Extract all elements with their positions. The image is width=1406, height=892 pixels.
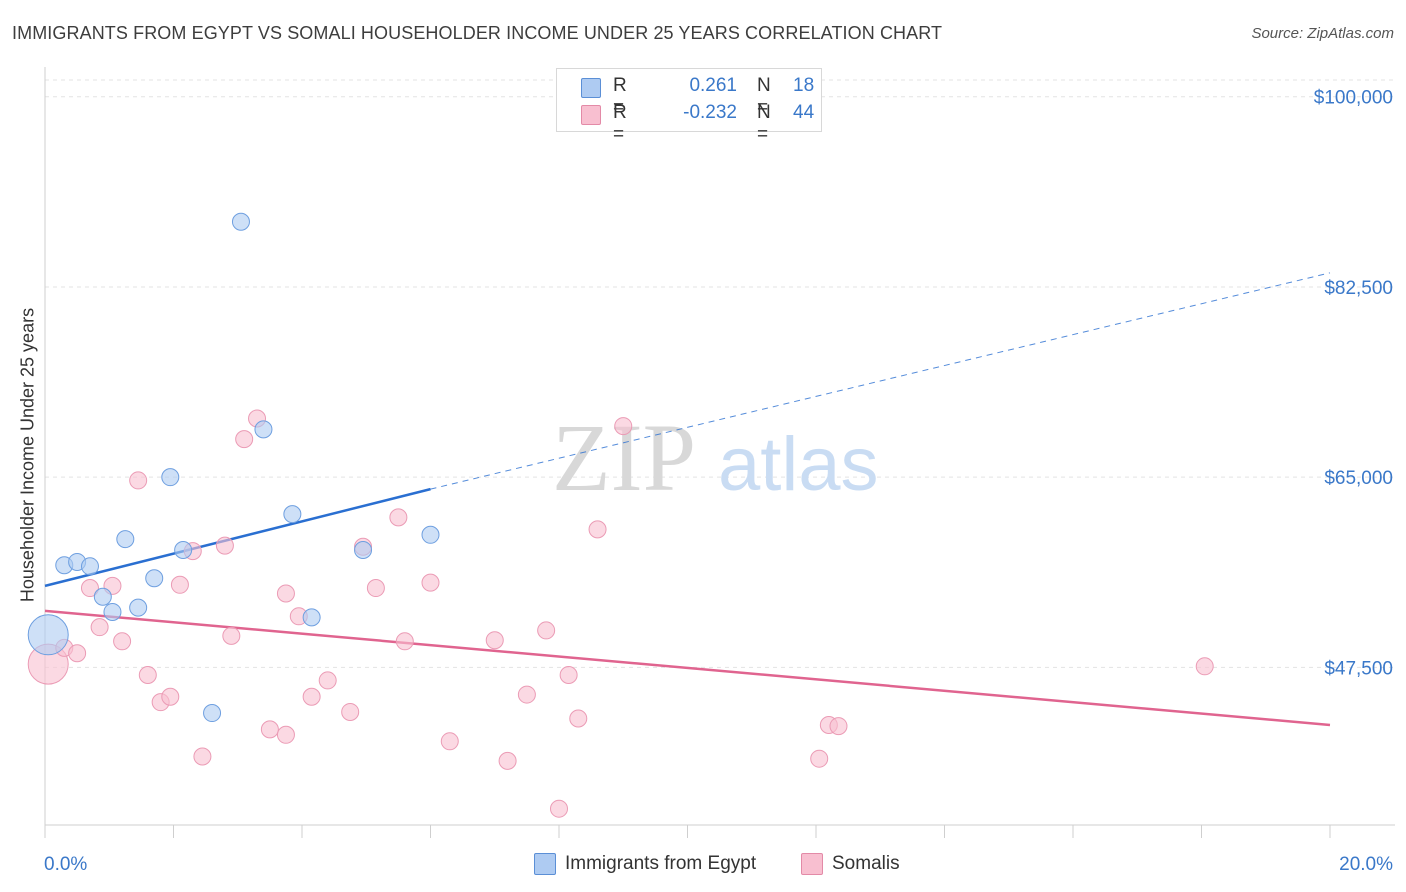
- r-label: R =: [613, 75, 627, 118]
- egypt-point: [129, 598, 148, 617]
- egypt-point: [254, 420, 273, 439]
- n-label: N =: [757, 75, 771, 118]
- data-points: [27, 212, 1214, 818]
- somali-point: [440, 732, 459, 751]
- somali-point: [559, 666, 578, 684]
- somali-point: [302, 687, 321, 706]
- y-tick-label: $100,000: [1314, 88, 1393, 109]
- egypt-point: [283, 505, 302, 524]
- chart-title: IMMIGRANTS FROM EGYPT VS SOMALI HOUSEHOL…: [12, 23, 943, 43]
- somali-point: [193, 747, 212, 766]
- somali-point: [138, 666, 157, 684]
- axes: [44, 67, 1395, 838]
- somali-point: [170, 575, 189, 594]
- egypt-point: [231, 212, 250, 231]
- watermark-atlas: atlas: [718, 422, 879, 507]
- somali-point: [68, 644, 87, 663]
- somali-point: [235, 430, 254, 449]
- somali-point: [341, 702, 360, 721]
- egypt-point: [80, 557, 99, 576]
- egypt-point: [354, 541, 373, 559]
- r-value: 0.261: [689, 75, 737, 96]
- stats-legend: R = 0.261 N = 18 R = -0.232 N = 44: [556, 68, 822, 145]
- y-tick-label: $82,500: [1324, 278, 1393, 299]
- source-label: Source: ZipAtlas.com: [1251, 25, 1394, 42]
- egypt-point: [203, 704, 222, 723]
- somali-point: [550, 799, 568, 818]
- egypt-point: [302, 608, 321, 627]
- egypt-point: [421, 525, 440, 544]
- gridlines: [45, 79, 1395, 668]
- legend-label: Immigrants from Egypt: [565, 853, 757, 874]
- somali-point: [1195, 657, 1214, 676]
- egypt-point: [161, 468, 180, 487]
- somali-point: [588, 520, 607, 539]
- egypt-point: [116, 530, 135, 549]
- somali-point: [395, 632, 414, 651]
- egypt-point: [103, 602, 122, 621]
- n-value: 18: [793, 75, 815, 96]
- legend-item-egypt[interactable]: Immigrants from Egypt: [534, 852, 784, 878]
- somali-point: [80, 579, 99, 598]
- somali-point: [90, 618, 109, 637]
- somali-point: [318, 671, 337, 690]
- somali-swatch: [581, 105, 601, 125]
- n-value: 44: [793, 102, 815, 123]
- somali-point: [260, 720, 279, 739]
- somali-point: [421, 573, 440, 592]
- egypt-trend-extension: [430, 272, 1331, 490]
- egypt-swatch: [534, 853, 556, 875]
- y-tick-label: $47,500: [1324, 658, 1393, 679]
- tick-labels: $47,500 $65,000 $82,500 $100,000 0.0% 20.0%: [44, 88, 1393, 875]
- somali-point: [498, 751, 517, 770]
- egypt-swatch: [581, 78, 601, 98]
- egypt-point: [145, 569, 164, 588]
- x-tick-label: 20.0%: [1339, 854, 1393, 875]
- legend-item-somalis[interactable]: Somalis: [801, 852, 921, 878]
- y-tick-label: $65,000: [1324, 468, 1393, 489]
- somali-point: [113, 632, 132, 651]
- somali-point: [276, 725, 295, 744]
- r-value: -0.232: [683, 102, 737, 123]
- somali-point: [517, 685, 536, 704]
- somali-swatch: [801, 853, 823, 875]
- egypt-point: [93, 587, 112, 606]
- somali-point: [161, 687, 180, 706]
- trend-lines: [44, 272, 1331, 727]
- r-label: R =: [613, 102, 627, 145]
- somali-point: [222, 626, 241, 645]
- legend-label: Somalis: [832, 853, 900, 874]
- somali-point: [366, 579, 385, 598]
- somali-point: [389, 508, 408, 527]
- watermark: ZIP atlas: [552, 404, 879, 511]
- somali-point: [276, 584, 295, 603]
- somali-point: [614, 417, 633, 436]
- somali-point: [810, 749, 829, 768]
- somali-trend-line: [44, 609, 1331, 727]
- somali-point: [829, 717, 848, 736]
- egypt-trend-line: [44, 487, 431, 588]
- somali-point: [215, 536, 234, 555]
- somali-point: [537, 621, 556, 640]
- egypt-point: [27, 614, 69, 656]
- n-label: N =: [757, 102, 771, 145]
- somali-point: [129, 471, 148, 490]
- somali-point: [569, 709, 588, 728]
- egypt-point: [174, 541, 193, 559]
- somali-point: [485, 631, 504, 650]
- x-tick-label: 0.0%: [44, 854, 87, 875]
